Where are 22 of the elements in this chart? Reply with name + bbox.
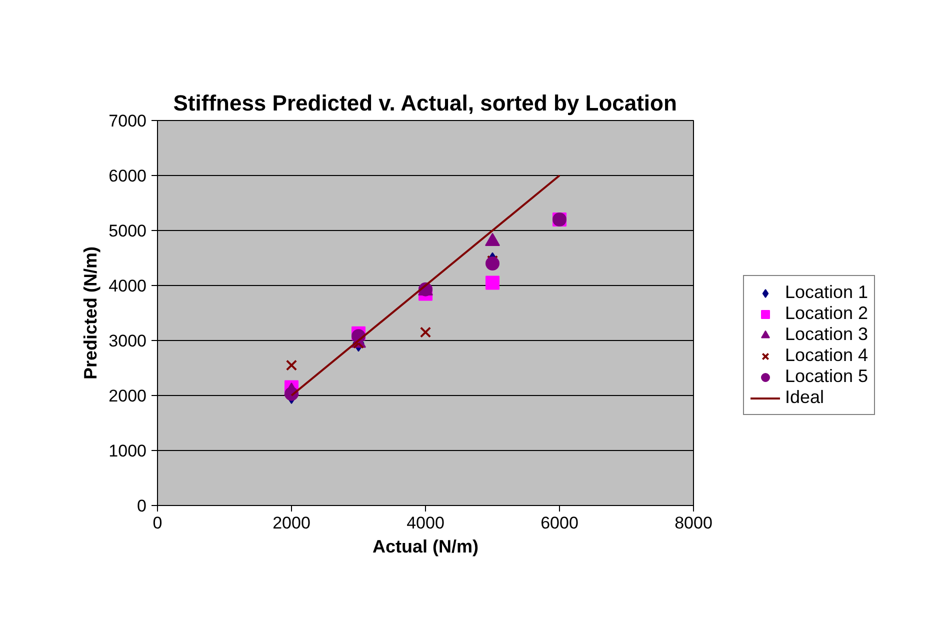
- x-tick-label: 4000: [406, 514, 444, 532]
- legend-label: Ideal: [785, 387, 824, 408]
- chart-title: Stiffness Predicted v. Actual, sorted by Location: [173, 90, 677, 116]
- y-tick-label: 3000: [108, 332, 147, 350]
- y-tick-label: 4000: [108, 276, 147, 296]
- y-tick-label: 5000: [108, 222, 147, 240]
- legend-label: Location 3: [785, 324, 868, 345]
- x-tick-label: 8000: [674, 514, 712, 532]
- legend-label: Location 2: [785, 303, 868, 324]
- y-tick-label: 2000: [108, 386, 147, 406]
- legend-label: Location 4: [785, 345, 868, 366]
- x-tick-label: 2000: [272, 514, 310, 532]
- x-tick-label: 6000: [540, 514, 578, 532]
- legend-label: Location 1: [785, 282, 868, 303]
- y-tick-label: 7000: [108, 112, 147, 130]
- y-tick-label: 0: [137, 496, 147, 516]
- y-tick-label: 1000: [108, 442, 147, 460]
- y-tick-label: 6000: [108, 166, 147, 186]
- y-axis-title: Predicted (N/m): [80, 246, 101, 380]
- legend-label: Location 5: [785, 366, 868, 387]
- x-tick-label: 0: [152, 514, 162, 532]
- x-axis-title: Actual (N/m): [372, 536, 479, 556]
